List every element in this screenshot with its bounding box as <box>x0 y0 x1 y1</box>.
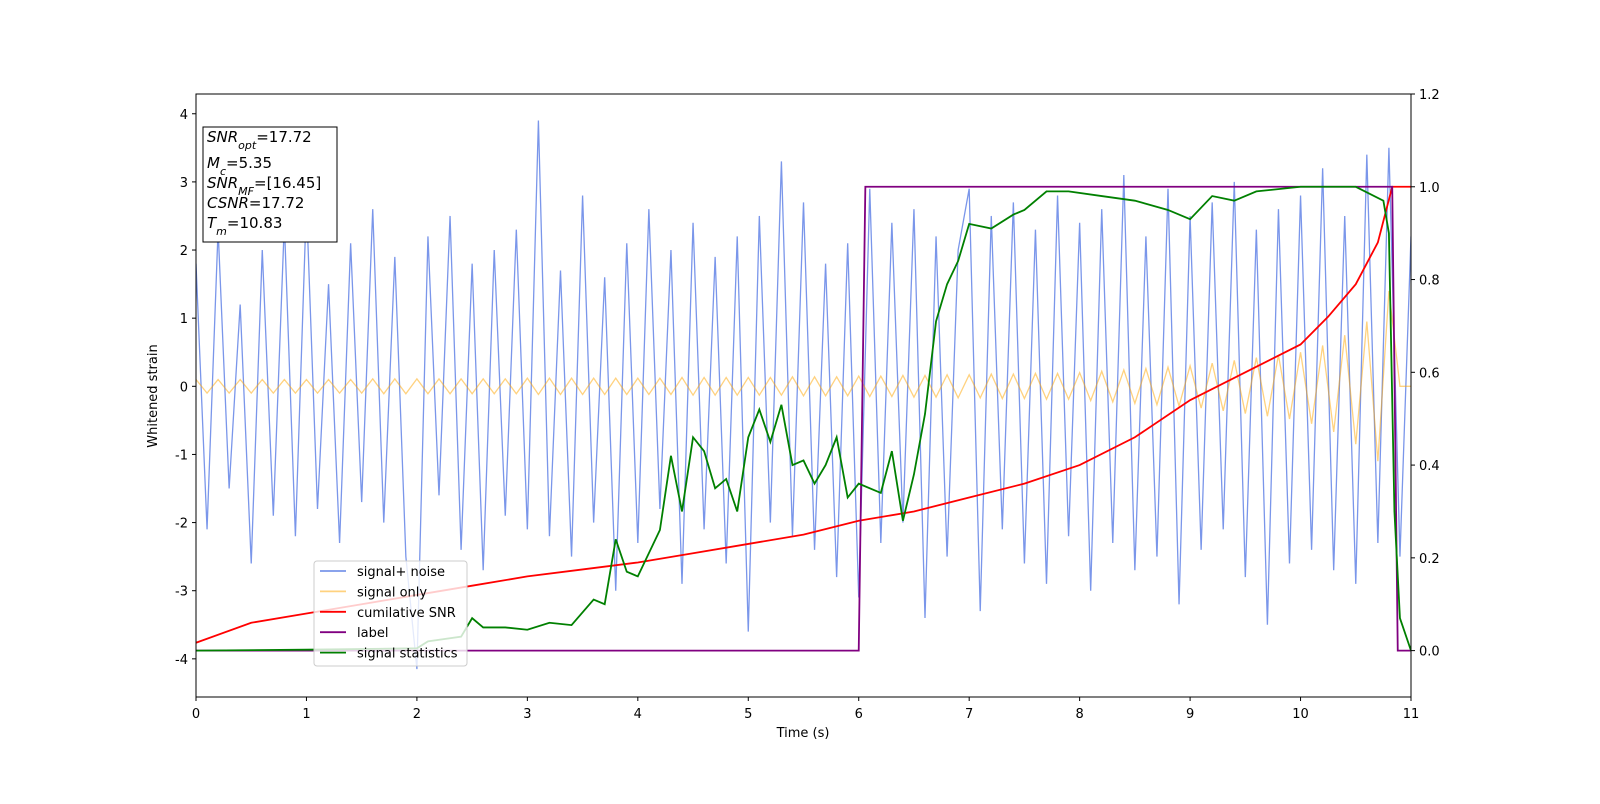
annotation-line: Mc=5.35 <box>207 154 272 178</box>
annotation-value: =17.72 <box>249 194 305 212</box>
x-tick-label: 5 <box>744 707 752 722</box>
y-tick-label: -2 <box>175 517 188 532</box>
x-tick-label: 6 <box>855 707 863 722</box>
series-line <box>196 120 1411 670</box>
annotation-value: =17.72 <box>256 128 312 146</box>
annotation-box <box>202 126 338 243</box>
x-tick-label: 3 <box>523 707 531 722</box>
legend-label: label <box>357 626 388 641</box>
y2-tick-label: 1.0 <box>1419 181 1440 196</box>
y-tick-label: -3 <box>175 585 188 600</box>
series-line <box>196 185 1411 652</box>
y-tick-label: 4 <box>180 108 188 123</box>
annotation-value: =10.83 <box>227 214 283 232</box>
annotation-line: SNRopt=17.72 <box>207 128 312 152</box>
series-line <box>196 185 1411 652</box>
annotation-value: =[16.45] <box>254 174 321 192</box>
annotation-subscript: opt <box>238 139 257 152</box>
annotation-line: SNRMF=[16.45] <box>207 174 321 198</box>
y2-tick-label: 0.6 <box>1419 366 1440 381</box>
x-tick-label: 11 <box>1403 707 1420 722</box>
y-tick-label: 3 <box>180 176 188 191</box>
series-line <box>196 290 1411 462</box>
y2-tick-label: 0.0 <box>1419 645 1440 660</box>
annotation-symbol: M <box>207 154 220 172</box>
x-tick-label: 9 <box>1186 707 1194 722</box>
annotation-subscript: MF <box>238 185 254 198</box>
y-tick-label: 1 <box>180 312 188 327</box>
y2-tick-label: 1.2 <box>1419 88 1440 103</box>
y-tick-label: 0 <box>180 380 188 395</box>
annotation-symbol: SNR <box>207 128 238 146</box>
x-tick-label: 8 <box>1075 707 1083 722</box>
annotation-subscript: c <box>220 165 226 178</box>
y-tick-label: 2 <box>180 244 188 259</box>
annotation-symbol: T <box>207 214 218 232</box>
legend-label: cumilative SNR <box>357 606 456 621</box>
y-axis-label: Whitened strain <box>146 344 161 447</box>
annotation-line: Tm=10.83 <box>207 214 282 238</box>
legend-box <box>313 560 468 667</box>
x-tick-label: 10 <box>1292 707 1309 722</box>
y-tick-label: -1 <box>175 448 188 463</box>
y2-tick-label: 0.8 <box>1419 274 1440 289</box>
y2-tick-label: 0.4 <box>1419 459 1440 474</box>
annotation-subscript: m <box>216 225 227 238</box>
annotation-symbol: SNR <box>207 174 238 192</box>
legend-label: signal only <box>357 585 427 600</box>
axes-frame <box>195 93 1412 698</box>
annotation-line: CSNR=17.72 <box>207 194 304 212</box>
x-tick-label: 1 <box>302 707 310 722</box>
legend-label: signal statistics <box>357 647 458 662</box>
legend-label: signal+ noise <box>357 565 445 580</box>
x-tick-label: 2 <box>413 707 421 722</box>
x-axis-label: Time (s) <box>776 726 830 741</box>
y2-tick-label: 0.2 <box>1419 552 1440 567</box>
x-tick-label: 4 <box>634 707 642 722</box>
annotation-value: =5.35 <box>226 154 272 172</box>
x-tick-label: 7 <box>965 707 973 722</box>
y-tick-label: -4 <box>175 653 188 668</box>
annotation-symbol: CSNR <box>207 194 249 212</box>
x-tick-label: 0 <box>192 707 200 722</box>
